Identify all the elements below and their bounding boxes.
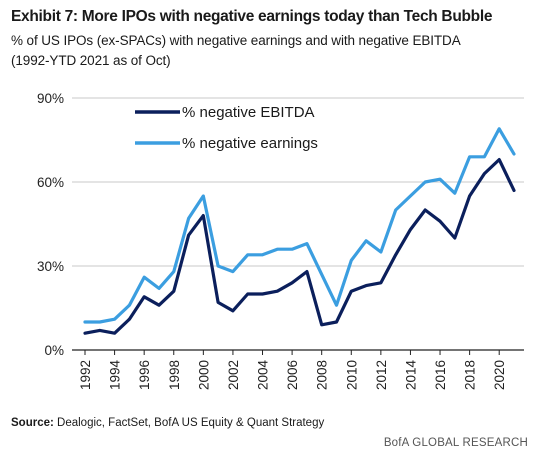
- y-tick-label: 60%: [37, 175, 64, 190]
- legend-label-earnings: % negative earnings: [182, 135, 318, 152]
- source-note: Source: Dealogic, FactSet, BofA US Equit…: [11, 417, 324, 429]
- legend-label-ebitda: % negative EBITDA: [182, 104, 315, 121]
- x-tick-label: 2000: [196, 360, 211, 390]
- legend: % negative EBITDA % negative earnings: [135, 104, 318, 152]
- x-tick-label: 2018: [463, 360, 478, 390]
- y-tick-label: 90%: [37, 91, 64, 106]
- chart-title: Exhibit 7: More IPOs with negative earni…: [11, 8, 493, 25]
- x-axis-ticks: 1992 1994 1996 1998 2000 2002 2004 2006 2008 2010…: [78, 350, 507, 390]
- grid-layer: [72, 97, 524, 351]
- x-tick-label: 2006: [285, 360, 300, 390]
- x-tick-label: 1998: [167, 360, 182, 390]
- x-tick-label: 2014: [403, 360, 418, 391]
- x-tick-label: 2016: [433, 360, 448, 390]
- x-tick-label: 2010: [344, 360, 359, 390]
- x-tick-label: 2004: [256, 360, 271, 391]
- y-tick-label: 30%: [37, 259, 64, 274]
- y-tick-label: 0%: [44, 343, 64, 358]
- x-tick-label: 1992: [78, 360, 93, 390]
- source-text: Dealogic, FactSet, BofA US Equity & Quan…: [57, 417, 325, 429]
- x-tick-label: 2012: [374, 360, 389, 390]
- x-tick-label: 2020: [492, 360, 507, 390]
- series-line-earnings: [83, 127, 516, 324]
- series-line-ebitda: [83, 158, 516, 335]
- chart-subtitle: % of US IPOs (ex-SPACs) with negative ea…: [11, 33, 461, 48]
- y-axis-ticks: 0% 30% 60% 90%: [37, 91, 64, 358]
- x-tick-label: 2002: [226, 360, 241, 390]
- chart-subtitle-period: (1992-YTD 2021 as of Oct): [11, 53, 171, 68]
- x-tick-label: 2008: [315, 360, 330, 390]
- x-tick-label: 1994: [108, 360, 123, 391]
- series-layer: [83, 127, 516, 335]
- research-credit: BofA GLOBAL RESEARCH: [383, 437, 528, 449]
- x-tick-label: 1996: [137, 360, 152, 390]
- source-label: Source:: [11, 417, 54, 429]
